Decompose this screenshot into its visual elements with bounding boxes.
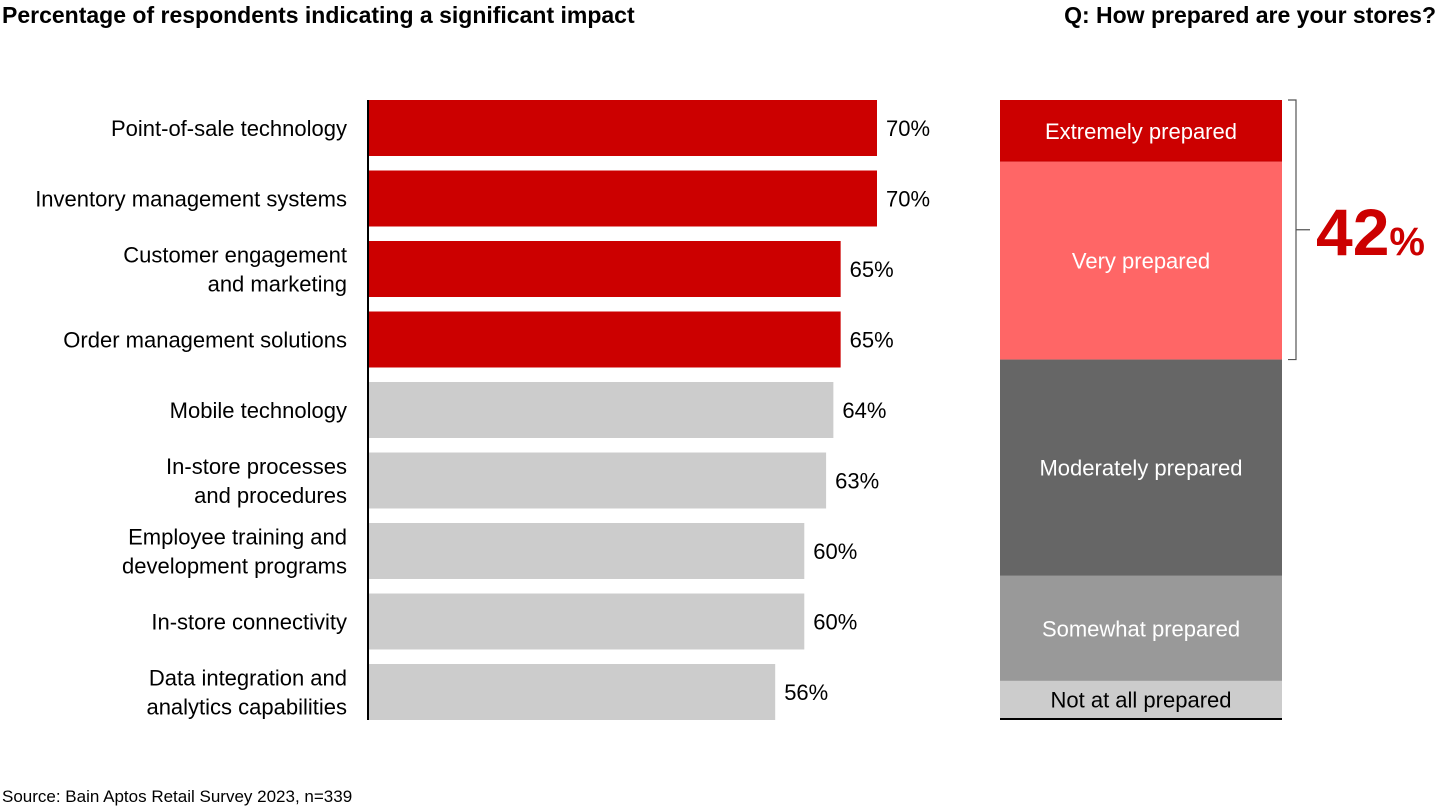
bar-1 bbox=[368, 100, 877, 156]
bar-value-label: 70% bbox=[886, 187, 930, 212]
stack-segment-label: Somewhat prepared bbox=[1042, 616, 1240, 641]
stack-segment bbox=[1000, 575, 1282, 681]
stack-segment-label: Extremely prepared bbox=[1045, 119, 1237, 144]
category-label: Inventory management systems bbox=[35, 187, 347, 212]
category-label: In-store processes and procedures bbox=[166, 454, 347, 508]
bar-value-label: 56% bbox=[784, 680, 828, 705]
bar-9 bbox=[368, 664, 776, 720]
category-label: Mobile technology bbox=[170, 398, 347, 423]
source-note: Source: Bain Aptos Retail Survey 2023, n… bbox=[2, 787, 353, 806]
category-label: Employee training and development program… bbox=[122, 525, 347, 579]
stack-segment-label: Not at all prepared bbox=[1051, 687, 1232, 712]
stack-segment bbox=[1000, 680, 1282, 718]
stack-segment-label: Moderately prepared bbox=[1039, 456, 1242, 481]
left-chart-title: Percentage of respondents indicating a s… bbox=[2, 2, 635, 28]
category-label: In-store connectivity bbox=[151, 610, 347, 635]
category-label: Customer engagement and marketing bbox=[123, 243, 347, 297]
bar-value-label: 64% bbox=[842, 398, 886, 423]
stack-segment bbox=[1000, 161, 1282, 360]
category-label: Data integration and analytics capabiliti… bbox=[146, 666, 347, 720]
bar-6 bbox=[368, 452, 827, 509]
stack-segment bbox=[1000, 100, 1282, 162]
bar-3 bbox=[368, 241, 841, 297]
bracket bbox=[1288, 99, 1310, 361]
bar-4 bbox=[368, 311, 841, 368]
bar-5 bbox=[368, 382, 834, 438]
bar-7 bbox=[368, 523, 805, 579]
stack-segment-label: Very prepared bbox=[1072, 249, 1210, 274]
bar-value-label: 65% bbox=[850, 257, 894, 282]
bar-2 bbox=[368, 170, 877, 227]
right-chart-title: Q: How prepared are your stores? bbox=[1064, 2, 1436, 28]
bar-value-label: 70% bbox=[886, 116, 930, 141]
bar-value-label: 60% bbox=[813, 610, 857, 635]
category-label: Order management solutions bbox=[63, 328, 347, 353]
bar-value-label: 65% bbox=[850, 328, 894, 353]
bar-value-label: 63% bbox=[835, 469, 879, 494]
bar-value-label: 60% bbox=[813, 539, 857, 564]
bracket-total-label: 42% bbox=[1316, 195, 1425, 269]
category-label: Point-of-sale technology bbox=[111, 116, 347, 141]
bar-8 bbox=[368, 593, 805, 650]
stack-segment bbox=[1000, 359, 1282, 576]
